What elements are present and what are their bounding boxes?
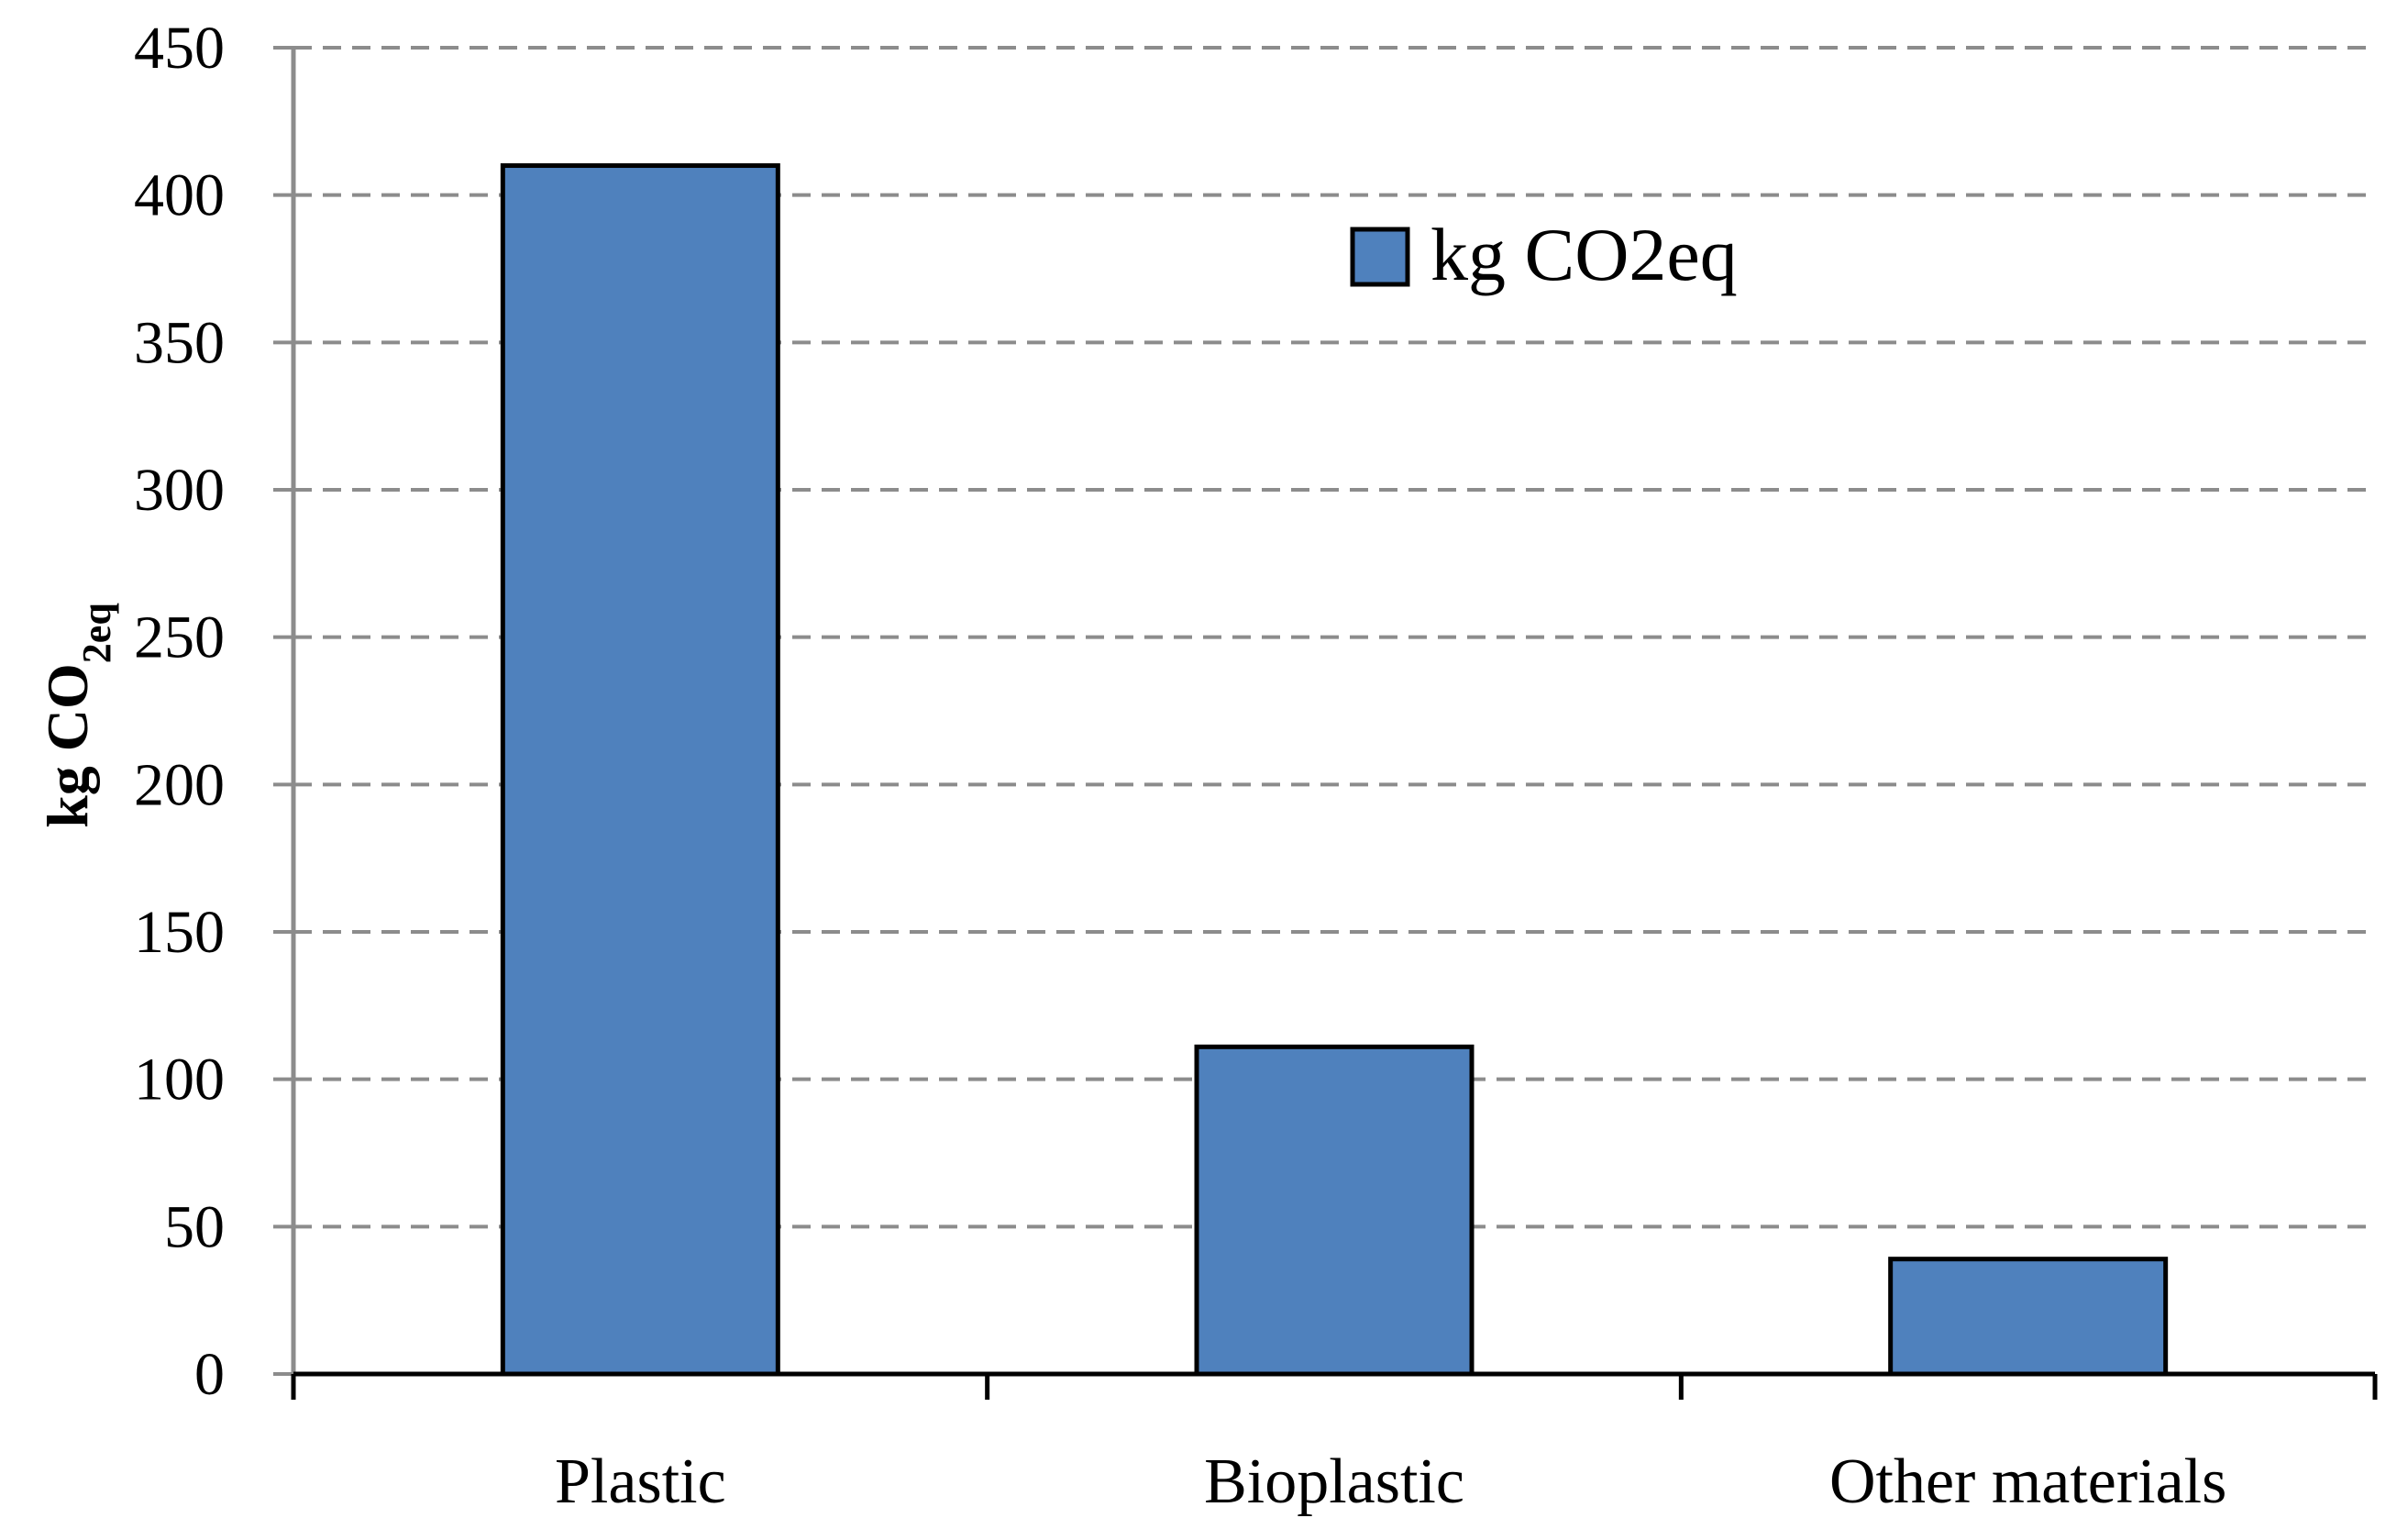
- x-category-label: Other materials: [1829, 1446, 2226, 1517]
- y-tick-label: 450: [134, 15, 225, 82]
- y-axis-label-subscript: 2eq: [74, 603, 119, 664]
- x-category-label: Plastic: [555, 1446, 726, 1517]
- y-tick-label: 0: [194, 1341, 225, 1408]
- axes: [273, 46, 2378, 1400]
- y-tick-label: 250: [134, 604, 225, 671]
- y-tick-labels: 0 50 100 150 200 250 300 350 400 450: [134, 15, 225, 1408]
- x-category-labels: Plastic Bioplastic Other materials: [555, 1446, 2226, 1517]
- y-tick-label: 100: [134, 1047, 225, 1114]
- y-tick-label: 150: [134, 899, 225, 966]
- y-tick-label: 300: [134, 457, 225, 524]
- legend: kg CO2eq: [1350, 213, 1738, 296]
- bar-plastic: [500, 163, 780, 1377]
- bars: [500, 163, 2169, 1377]
- y-tick-label: 50: [164, 1193, 225, 1260]
- y-tick-label: 350: [134, 309, 225, 376]
- y-tick-label: 400: [134, 162, 225, 229]
- legend-label: kg CO2eq: [1430, 213, 1738, 296]
- bar-bioplastic: [1194, 1044, 1475, 1377]
- y-axis-label-main: kg CO: [35, 663, 100, 828]
- y-tick-label: 200: [134, 751, 225, 818]
- x-category-label: Bioplastic: [1204, 1446, 1464, 1517]
- legend-swatch: [1350, 227, 1410, 287]
- bar-other-materials: [1888, 1257, 2169, 1377]
- y-axis-label: kg CO2eq: [35, 603, 119, 828]
